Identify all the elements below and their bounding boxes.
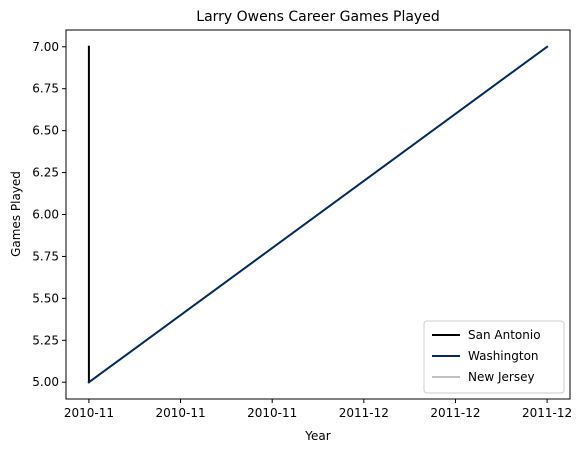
x-tick-label: 2011-12 bbox=[430, 406, 480, 420]
series-line-1 bbox=[87, 45, 549, 384]
y-tick-label: 6.50 bbox=[32, 124, 59, 138]
y-tick-label: 6.75 bbox=[32, 82, 59, 96]
x-tick-label: 2011-12 bbox=[522, 406, 572, 420]
x-axis: 2010-11 2010-11 2010-11 2011-12 2011-12 2011-… bbox=[64, 399, 572, 420]
series-group bbox=[87, 45, 549, 384]
legend-label: San Antonio bbox=[468, 328, 541, 342]
y-tick-label: 5.75 bbox=[32, 249, 59, 263]
y-axis-label: Games Played bbox=[9, 171, 23, 257]
x-axis-label: Year bbox=[304, 429, 330, 443]
y-tick-label: 6.00 bbox=[32, 208, 59, 222]
y-axis: 5.00 5.25 5.50 5.75 6.00 6.25 6.50 6.75 7.00 bbox=[32, 40, 66, 389]
y-tick-label: 5.25 bbox=[32, 333, 59, 347]
legend-label: Washington bbox=[468, 349, 539, 363]
x-tick-label: 2010-11 bbox=[155, 406, 205, 420]
chart-title: Larry Owens Career Games Played bbox=[196, 9, 439, 25]
y-tick-label: 5.00 bbox=[32, 375, 59, 389]
legend: San Antonio Washington New Jersey bbox=[423, 320, 565, 394]
y-tick-label: 6.25 bbox=[32, 166, 59, 180]
legend-label: New Jersey bbox=[468, 370, 535, 384]
y-tick-label: 7.00 bbox=[32, 40, 59, 54]
x-tick-label: 2010-11 bbox=[64, 406, 114, 420]
x-tick-label: 2010-11 bbox=[247, 406, 297, 420]
y-tick-label: 5.50 bbox=[32, 291, 59, 305]
x-tick-label: 2011-12 bbox=[339, 406, 389, 420]
legend-box bbox=[423, 320, 565, 394]
